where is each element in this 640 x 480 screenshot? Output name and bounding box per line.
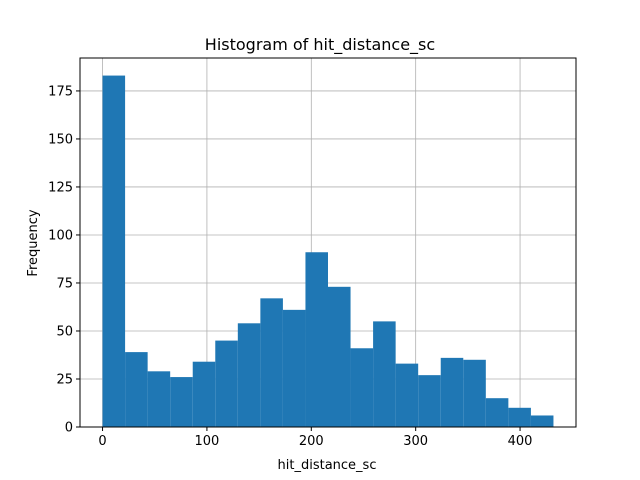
x-tick-label: 0	[98, 434, 106, 449]
histogram-bar	[508, 407, 531, 427]
histogram-bar	[260, 298, 283, 427]
y-tick-label: 75	[56, 276, 73, 291]
y-tick-label: 175	[48, 84, 73, 99]
y-tick-label: 25	[56, 372, 73, 387]
histogram-bar	[305, 252, 328, 427]
x-tick-label: 300	[403, 434, 428, 449]
x-axis-ticks: 0 100 200 300 400	[98, 427, 532, 449]
histogram-bar	[170, 377, 193, 427]
y-axis-ticks: 0 25 50 75 100 125 150 175	[48, 84, 80, 436]
histogram-bar	[350, 348, 374, 427]
histogram-bar	[530, 415, 554, 427]
histogram-bar	[485, 398, 509, 427]
histogram-bar	[215, 340, 238, 427]
y-tick-label: 50	[56, 324, 73, 339]
y-tick-label: 0	[65, 421, 73, 436]
histogram-bar	[237, 323, 261, 427]
chart-title: Histogram of hit_distance_sc	[205, 35, 435, 55]
histogram-bar	[282, 309, 306, 427]
y-tick-label: 125	[48, 180, 73, 195]
histogram-bar	[192, 361, 216, 427]
histogram-bar	[373, 321, 396, 427]
histogram-bar	[102, 75, 126, 428]
x-tick-label: 200	[299, 434, 324, 449]
histogram-bar	[418, 375, 441, 427]
histogram-bar	[125, 352, 148, 427]
y-tick-label: 100	[48, 228, 73, 243]
axes-frame	[79, 57, 577, 428]
x-axis-label: hit_distance_sc	[278, 458, 377, 473]
histogram-bar	[147, 371, 171, 427]
x-tick-label: 100	[195, 434, 220, 449]
y-tick-label: 150	[48, 132, 73, 147]
histogram-bar	[395, 363, 419, 427]
histogram-bars	[102, 75, 554, 428]
y-axis-label: Frequency	[26, 209, 41, 276]
histogram-bar	[328, 286, 351, 427]
histogram-bar	[440, 357, 464, 427]
histogram-bar	[463, 359, 486, 427]
x-tick-label: 400	[508, 434, 533, 449]
